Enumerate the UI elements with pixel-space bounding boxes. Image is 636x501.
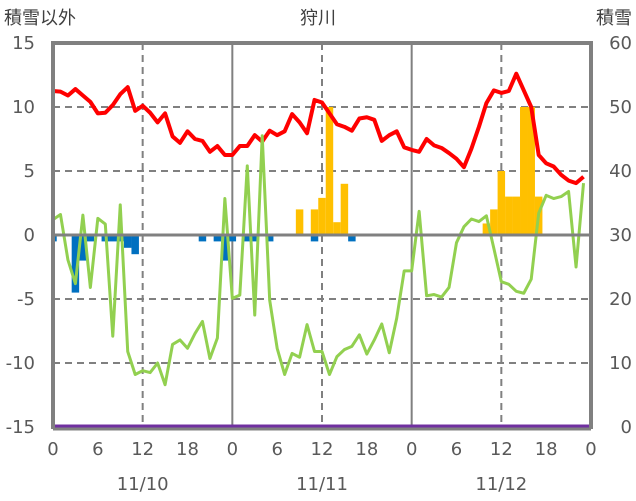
right-axis-label: 積雪 bbox=[596, 8, 632, 29]
blue-bars-bar bbox=[265, 235, 274, 242]
orange-bars-bar bbox=[325, 107, 334, 235]
right-tick-label: 50 bbox=[609, 97, 632, 118]
orange-bars-bar bbox=[333, 222, 341, 235]
orange-bars-bar bbox=[527, 107, 535, 235]
right-tick-label: 40 bbox=[609, 161, 632, 182]
orange-bars-bar bbox=[295, 209, 304, 235]
x-tick-label: 6 bbox=[271, 439, 282, 460]
x-tick-label: 18 bbox=[176, 439, 199, 460]
left-tick-label: -5 bbox=[17, 289, 35, 310]
left-tick-label: 0 bbox=[24, 225, 35, 246]
x-tick-label: 12 bbox=[490, 439, 513, 460]
red-line bbox=[52, 71, 585, 186]
blue-bars-bar bbox=[123, 235, 132, 248]
x-tick-label: 18 bbox=[535, 439, 558, 460]
orange-bars-bar bbox=[340, 183, 349, 235]
bars bbox=[53, 107, 543, 293]
green-line bbox=[52, 134, 586, 387]
left-tick-label: 5 bbox=[24, 161, 35, 182]
right-tick-label: 10 bbox=[609, 353, 632, 374]
blue-bars-bar bbox=[71, 235, 80, 293]
left-tick-label: 15 bbox=[12, 33, 35, 54]
blue-bars-bar bbox=[213, 235, 222, 242]
blue-bars-bar bbox=[131, 235, 139, 255]
left-axis-label: 積雪以外 bbox=[4, 8, 76, 29]
blue-bars-bar bbox=[221, 235, 229, 261]
blue-bars-bar bbox=[228, 235, 237, 242]
right-tick-label: 30 bbox=[609, 225, 632, 246]
orange-bars-bar bbox=[310, 209, 319, 235]
orange-bars-bar bbox=[505, 196, 513, 235]
orange-bars-bar bbox=[512, 196, 521, 235]
orange-bars-bar bbox=[490, 209, 498, 235]
x-tick-label: 0 bbox=[585, 439, 596, 460]
blue-bars-bar bbox=[86, 235, 95, 242]
plot-frame bbox=[51, 41, 593, 431]
date-label: 11/10 bbox=[117, 474, 169, 495]
x-tick-label: 12 bbox=[131, 439, 154, 460]
blue-bars-bar bbox=[348, 235, 356, 242]
right-tick-label: 60 bbox=[609, 33, 632, 54]
date-label: 11/11 bbox=[296, 474, 348, 495]
x-tick-label: 18 bbox=[355, 439, 378, 460]
x-tick-label: 6 bbox=[92, 439, 103, 460]
blue-bars-bar bbox=[310, 235, 319, 242]
x-tick-label: 0 bbox=[227, 439, 238, 460]
blue-bars-bar bbox=[198, 235, 207, 242]
right-tick-label: 20 bbox=[609, 289, 632, 310]
blue-bars-bar bbox=[109, 235, 117, 242]
x-tick-label: 0 bbox=[47, 439, 58, 460]
right-tick-label: 0 bbox=[621, 417, 632, 438]
orange-bars-bar bbox=[318, 197, 326, 235]
x-tick-label: 12 bbox=[311, 439, 334, 460]
x-tick-label: 0 bbox=[406, 439, 417, 460]
left-tick-label: -10 bbox=[6, 353, 35, 374]
date-label: 11/12 bbox=[475, 474, 527, 495]
blue-bars-bar bbox=[79, 235, 87, 261]
blue-bars-bar bbox=[116, 235, 124, 242]
chart-title: 狩川 bbox=[300, 8, 336, 29]
blue-bars-bar bbox=[251, 235, 259, 242]
left-tick-label: 10 bbox=[12, 97, 35, 118]
orange-bars-bar bbox=[520, 107, 528, 235]
left-tick-label: -15 bbox=[6, 417, 35, 438]
x-tick-label: 6 bbox=[451, 439, 462, 460]
orange-bars-bar bbox=[482, 223, 491, 235]
orange-bars-bar bbox=[497, 171, 506, 235]
blue-bars-bar bbox=[243, 235, 252, 242]
